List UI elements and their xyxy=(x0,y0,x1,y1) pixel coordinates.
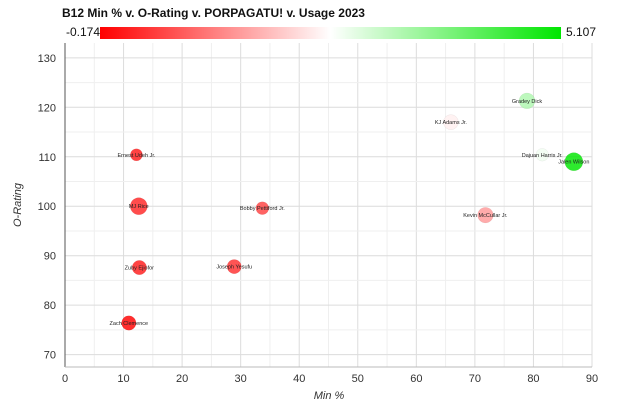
x-tick-label: 80 xyxy=(527,373,539,385)
x-tick-label: 0 xyxy=(62,373,68,385)
y-tick-label: 110 xyxy=(38,152,56,164)
x-tick-label: 40 xyxy=(293,373,305,385)
data-point xyxy=(443,114,459,130)
y-axis-label: O-Rating xyxy=(12,182,24,227)
y-tick-label: 90 xyxy=(44,251,56,263)
point-label: Zuby Ejiofor xyxy=(125,266,155,272)
x-tick-label: 60 xyxy=(410,373,422,385)
y-tick-label: 130 xyxy=(38,53,56,65)
data-points xyxy=(121,92,584,331)
x-tick-label: 70 xyxy=(469,373,481,385)
x-tick-label: 10 xyxy=(117,373,129,385)
point-label: Dajuan Harris Jr. xyxy=(522,153,563,159)
x-tick-label: 50 xyxy=(352,373,364,385)
point-label: Kevin McCullar Jr. xyxy=(463,213,508,219)
y-tick-label: 120 xyxy=(38,102,56,114)
color-scale-max-label: 5.107 xyxy=(566,25,597,39)
data-point xyxy=(535,148,549,162)
y-tick-label: 70 xyxy=(44,350,56,362)
data-point xyxy=(129,197,148,216)
x-tick-label: 90 xyxy=(586,373,598,385)
color-scale-bar xyxy=(100,27,561,39)
point-label: KJ Adams Jr. xyxy=(435,120,468,126)
point-label: MJ Rice xyxy=(129,204,149,210)
point-label: Bobby Pettiford Jr. xyxy=(240,206,285,212)
chart-title: B12 Min % v. O-Rating v. PORPAGATU! v. U… xyxy=(62,6,365,20)
data-point xyxy=(121,315,137,331)
y-axis-ticks: 70 80 90 100 110 120 130 xyxy=(38,53,56,362)
point-label: Joseph Yesufu xyxy=(216,265,252,271)
color-scale-min-label: -0.174 xyxy=(66,25,101,39)
y-tick-label: 80 xyxy=(44,300,56,312)
data-point xyxy=(131,260,147,276)
y-tick-label: 100 xyxy=(38,201,56,213)
point-labels: Gradey Dick KJ Adams Jr. Dajuan Harris Jr.… xyxy=(110,99,590,327)
point-label: Jalen Wilson xyxy=(558,160,589,166)
data-point xyxy=(477,207,494,224)
x-tick-label: 30 xyxy=(235,373,247,385)
data-point xyxy=(130,148,143,162)
x-tick-label: 20 xyxy=(176,373,188,385)
x-axis-label: Min % xyxy=(314,390,345,402)
data-point xyxy=(564,152,584,172)
point-label: Gradey Dick xyxy=(512,99,543,105)
point-label: Ernest Udeh Jr. xyxy=(117,153,155,159)
point-label: Zach Clemence xyxy=(110,321,149,327)
data-point xyxy=(518,92,536,110)
data-point xyxy=(255,201,270,215)
x-axis-ticks: 0 10 20 30 40 50 60 70 80 90 xyxy=(62,373,598,385)
data-point xyxy=(226,259,242,274)
